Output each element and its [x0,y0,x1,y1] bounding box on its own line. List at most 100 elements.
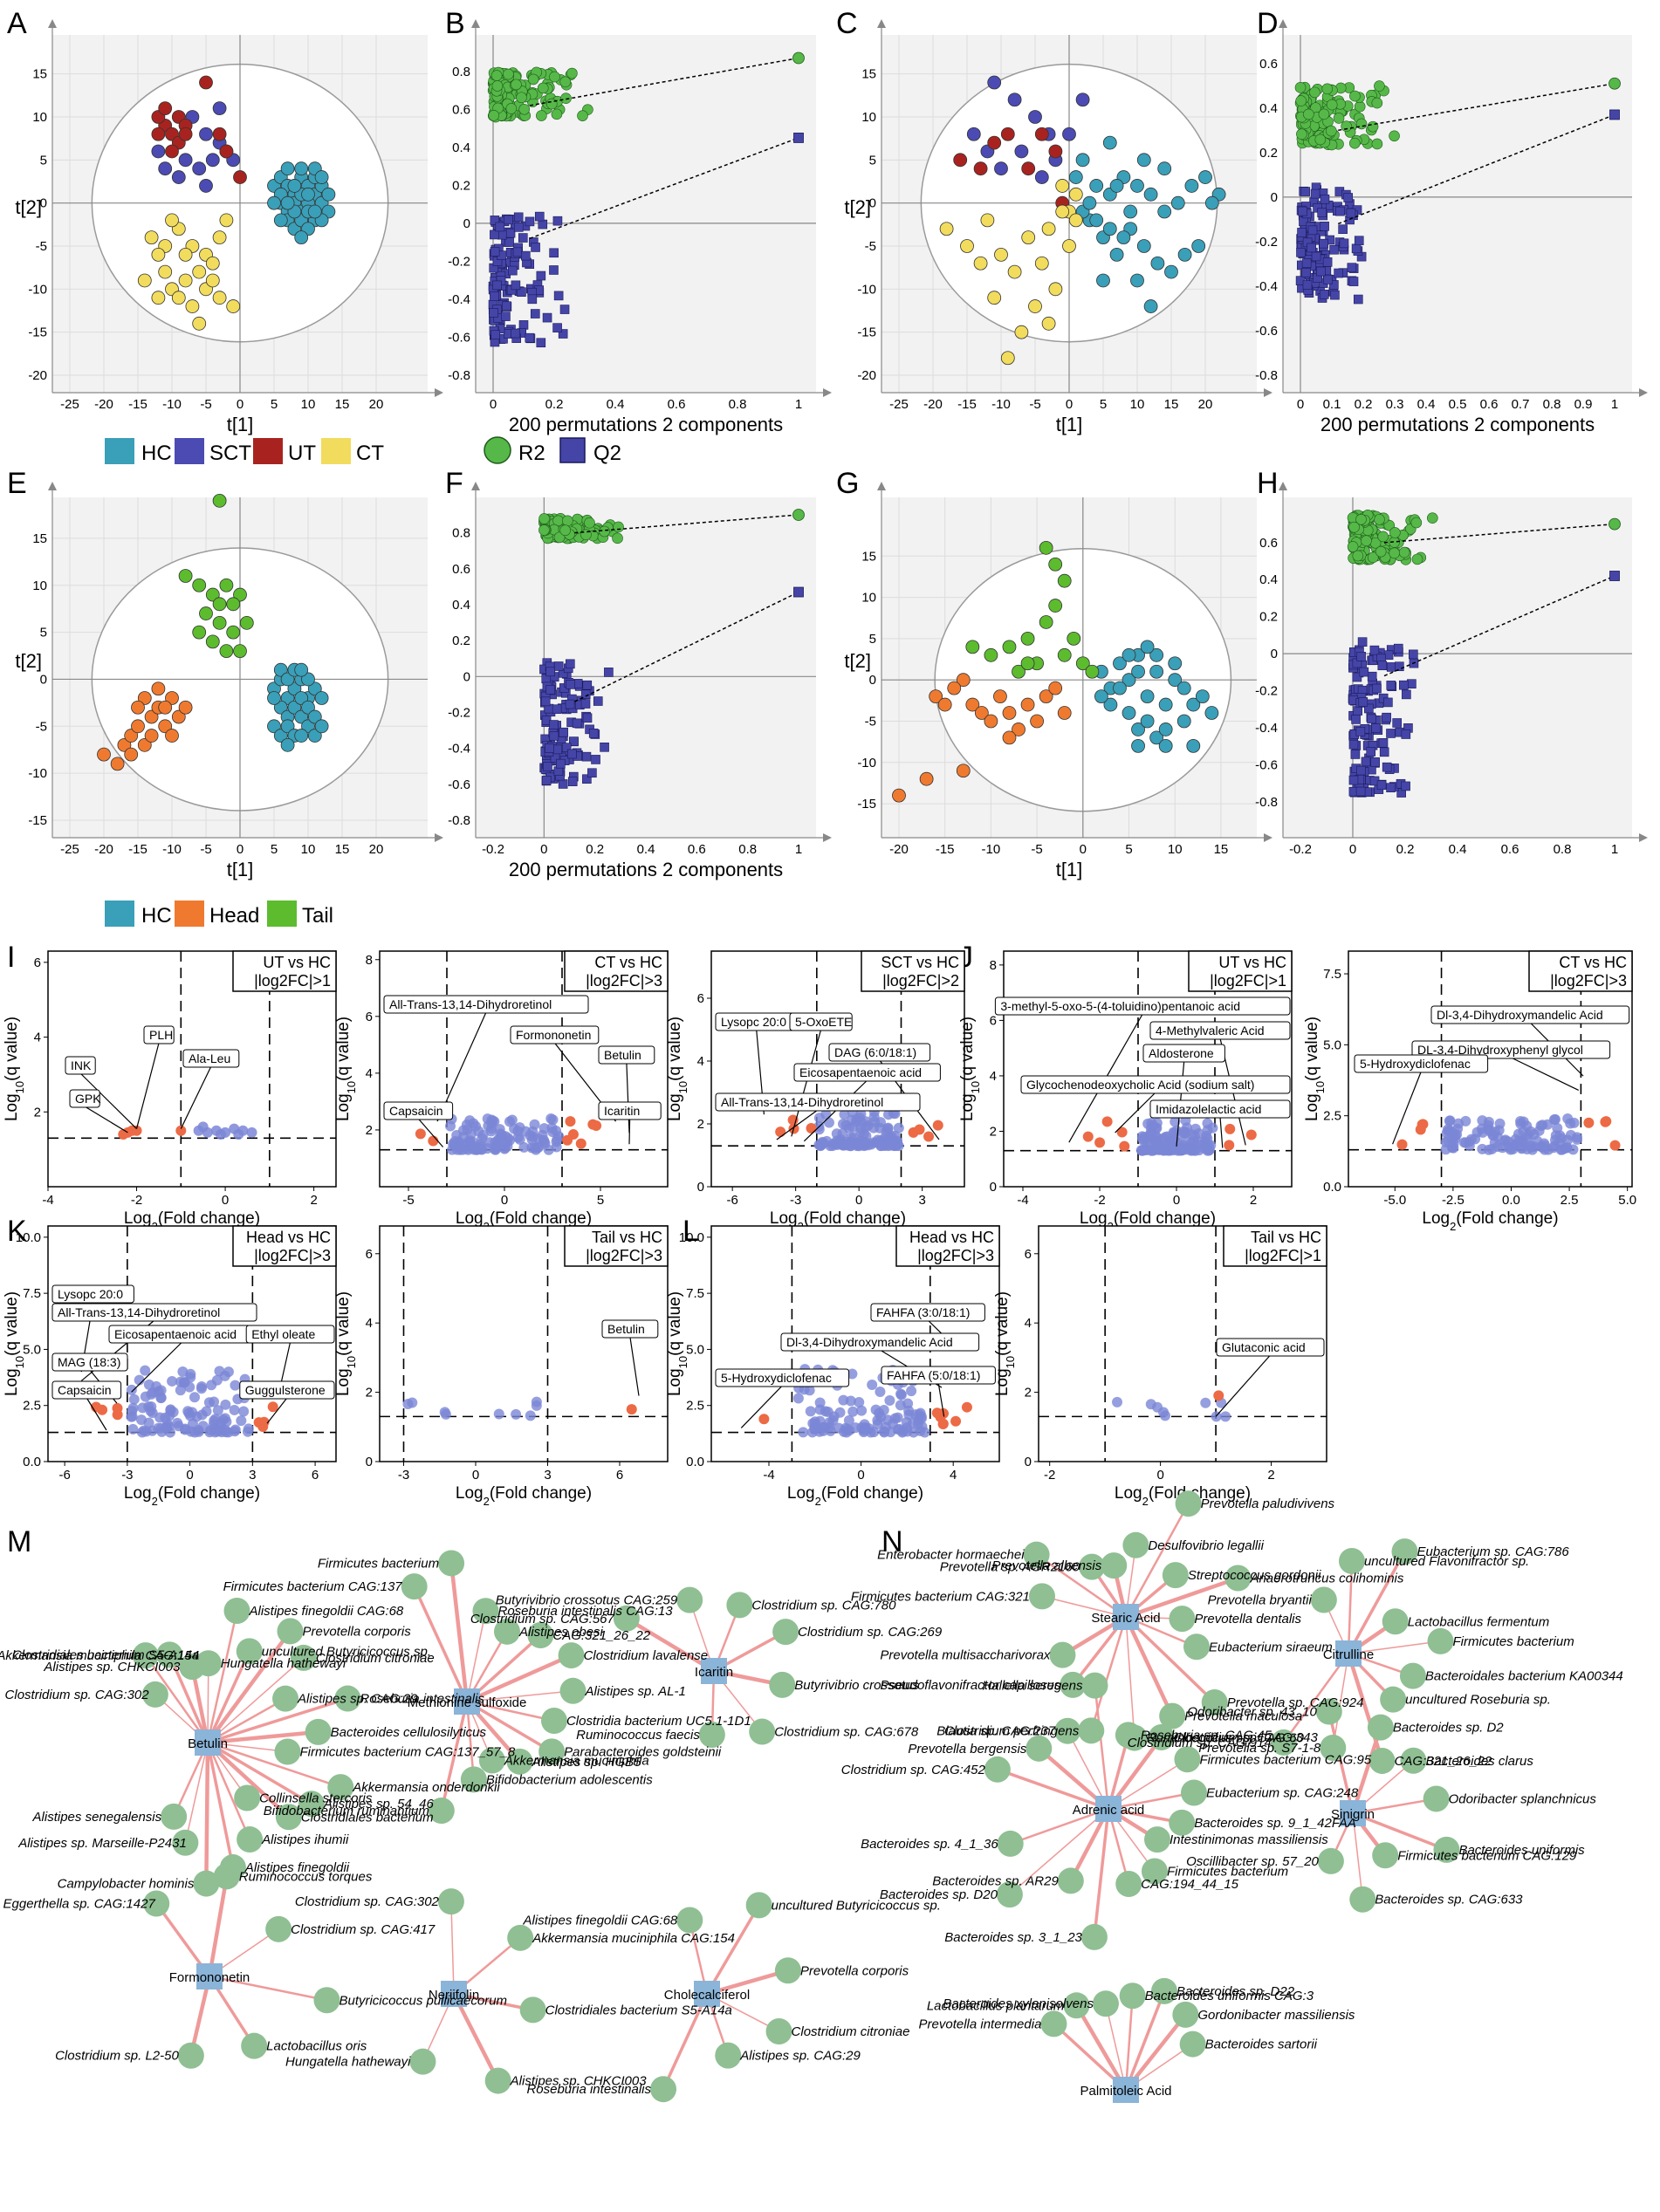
x-tick-label: 0.0 [1502,1193,1520,1208]
q2-square [1307,225,1318,236]
significant-point [937,1418,949,1429]
taxon-node [401,1573,428,1600]
nonsignificant-point [805,1406,816,1417]
y-tick-label: 5 [40,153,47,168]
taxon-node [1080,1923,1108,1950]
label-box [510,1025,600,1044]
y-tick-label: 0.0 [686,1455,704,1469]
taxon-node [1372,1842,1399,1869]
r2-circle [577,110,588,121]
taxon-label: Bacteroides sp. 9_1_42FAA [1194,1816,1356,1831]
q2-square [1347,263,1357,272]
x-tick-label: -4 [42,1193,53,1208]
metabolite-label: PLH [149,1028,173,1042]
label-box [1149,1099,1291,1119]
nonsignificant-point [903,1405,915,1416]
score-point-hc [287,681,302,696]
metabolite-label: 5-Hydroxydiclofenac [721,1371,832,1385]
score-point-hc [307,709,322,724]
score-plot-g: -20 -15 -10 -5 0 5 10 15 -15 -10 -5 0 5 10 15 t[1] t[2] [844,482,1272,880]
significant-point [112,1409,123,1421]
significant-point [1224,1123,1236,1134]
score-point-sct [178,153,193,168]
x-tick-label: 5 [271,842,278,857]
y-tick-label: 4 [990,1069,997,1084]
taxon-label: Akkermansia onderdonkii [352,1780,500,1795]
nonsignificant-point [211,1374,223,1386]
taxon-label: Firmicutes bacterium CAG:129 [1397,1848,1577,1863]
q2-regression-line [1337,113,1615,225]
y-tick-label: 2 [366,1123,373,1138]
significant-point [626,1404,637,1415]
taxon-node [997,1830,1024,1857]
q2-square [545,685,556,695]
score-point-tail [1057,573,1072,588]
taxon-label: Clostridium sp. CAG:302 [295,1894,440,1909]
taxon-label: Alistipes ihumii [261,1832,349,1847]
r2-circle [1325,125,1337,137]
taxon-node [143,1890,170,1917]
taxon-label: Prevotella corporis [302,1624,411,1639]
r2-circle [537,82,549,94]
taxon-label: Alistipes senegalensis [32,1810,162,1825]
taxon-node [1023,1541,1050,1568]
score-point-hc [1204,706,1219,720]
score-point-head [1057,706,1072,720]
x-tick-label: 3 [249,1468,256,1483]
taxon-label: Clostridium perfringens [944,1723,1080,1738]
r2-circle [1303,108,1314,120]
score-point-tail [199,606,213,620]
q2-square [540,696,551,707]
taxon-node [1028,1583,1055,1610]
y-axis-label: Log10(q value) [1303,1017,1327,1121]
q2-square [1323,274,1333,284]
score-point-tail [965,640,980,654]
q2-square [490,216,500,225]
metabolite-label: Capsaicin [389,1104,442,1118]
taxon-node [172,1829,199,1856]
legend-label-ut: UT [288,442,316,465]
x-tick-label: 0 [472,1468,479,1483]
taxon-node [676,1907,703,1934]
r2-circle [527,73,539,86]
score-point-hc [1103,697,1118,712]
taxon-node [1025,1735,1053,1762]
nonsignificant-point [545,1113,557,1125]
q2-square [531,243,540,252]
panel-letter-d: D [1257,7,1279,40]
x-axis-arrow [1639,388,1648,397]
q2-square [512,247,523,257]
r2-original-model [1609,517,1621,531]
network-edge [466,1700,553,1753]
x-tick-label: 5 [1100,397,1107,412]
x-tick-label: 0.2 [1396,842,1415,857]
metabolite-hub-label: Betulin [188,1736,228,1751]
y-tick-label: -10 [28,766,47,781]
label-box [598,1045,655,1065]
label-box [51,1380,122,1400]
score-point-head [165,691,179,705]
r2-circle [1371,138,1383,150]
x-tick-label: 1 [1611,842,1618,857]
x-axis-label: 200 permutations 2 components [509,859,783,880]
y-tick-label: 15 [861,549,876,564]
y-tick-label: 2 [366,1386,373,1400]
q2-regression-line [1383,575,1615,677]
significant-point [428,1135,439,1147]
network-edge [144,1654,209,1743]
nonsignificant-point [220,1399,231,1410]
r2-circle [1411,553,1423,565]
nonsignificant-point [1188,1136,1199,1147]
q2-square [1382,712,1391,722]
q2-square [1386,662,1396,672]
network-edge [209,1975,327,2002]
nonsignificant-point [856,1405,868,1416]
score-point-sct [1014,144,1029,159]
taxon-node [1380,1686,1407,1713]
metabolite-label: DL-3,4-Dihydroxyphenyl glycol [1417,1043,1583,1057]
q2-square [505,228,516,238]
significant-point [1417,1119,1429,1130]
score-point-head [137,737,152,752]
score-point-head [1002,730,1017,745]
legend-swatch-hc-2 [105,901,134,927]
